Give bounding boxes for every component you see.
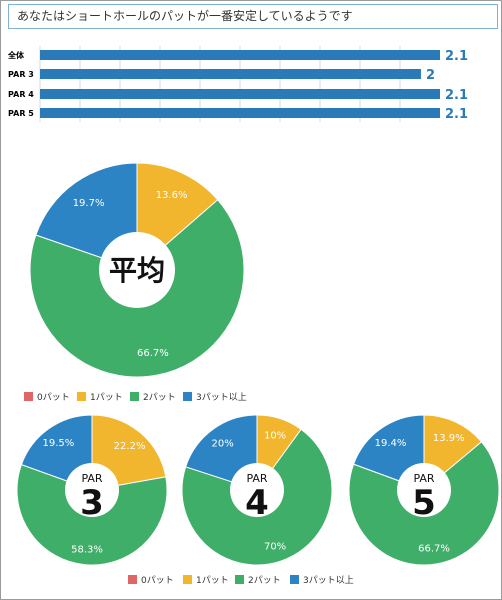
pie-value-label: 19.5% [42,438,74,449]
bar-mark [40,89,440,99]
legend-label: 1パット [90,392,123,403]
pie-center-label: 4 [245,483,269,523]
pie-value-label: 58.3% [71,544,103,555]
bar-mark [40,50,440,60]
legend-label: 0パット [141,575,174,586]
legend-label: 3パット以上 [196,392,247,403]
legend-swatch [130,392,139,401]
pie-value-label: 19.4% [375,438,407,449]
pie-value-label: 20% [211,439,233,450]
bar-mark [40,69,421,79]
pie-value-label: 66.7% [418,544,450,555]
legend-swatch [183,575,192,584]
advice-message: あなたはショートホールのパットが一番安定しているようです [8,4,498,29]
bar-value-label: 2.1 [445,107,468,122]
bar-value-label: 2.1 [445,49,468,64]
pie-center-hole [230,463,284,517]
legend-swatch [77,392,86,401]
pie-value-label: 10% [264,430,286,441]
legend-label: 2パット [143,392,176,403]
bar-mark [40,108,440,118]
pie-center-label: 5 [412,483,436,523]
pie-value-label: 19.7% [73,198,105,209]
pie-value-label: 66.7% [137,348,169,359]
legend-swatch [128,575,137,584]
legend-swatch [24,392,33,401]
bar-category-label: PAR 3 [8,70,34,79]
legend-label: 1パット [196,575,229,586]
bar-value-label: 2 [426,68,435,83]
legend-swatch [183,392,192,401]
pie-value-label: 22.2% [114,441,146,452]
pie-value-label: 13.9% [433,433,465,444]
legend-swatch [290,575,299,584]
legend-label: 0パット [37,392,70,403]
bar-category-label: PAR 5 [8,109,34,118]
bar-category-label: PAR 4 [8,90,34,99]
pie-value-label: 70% [264,542,286,553]
pie-center-hole [65,463,119,517]
legend-swatch [235,575,244,584]
pie-center-label: 平均 [109,254,165,287]
bar-category-label: 全体 [7,50,25,60]
pie-center-hole [99,232,175,308]
pie-value-label: 13.6% [156,190,188,201]
pie-center-label-top: PAR [413,472,434,485]
legend-label: 3パット以上 [303,575,354,586]
pie-center-hole [397,463,451,517]
legend-label: 2パット [248,575,281,586]
pie-center-label-top: PAR [246,472,267,485]
pie-center-label-top: PAR [81,472,102,485]
bar-value-label: 2.1 [445,88,468,103]
pie-center-label: 3 [80,483,104,523]
